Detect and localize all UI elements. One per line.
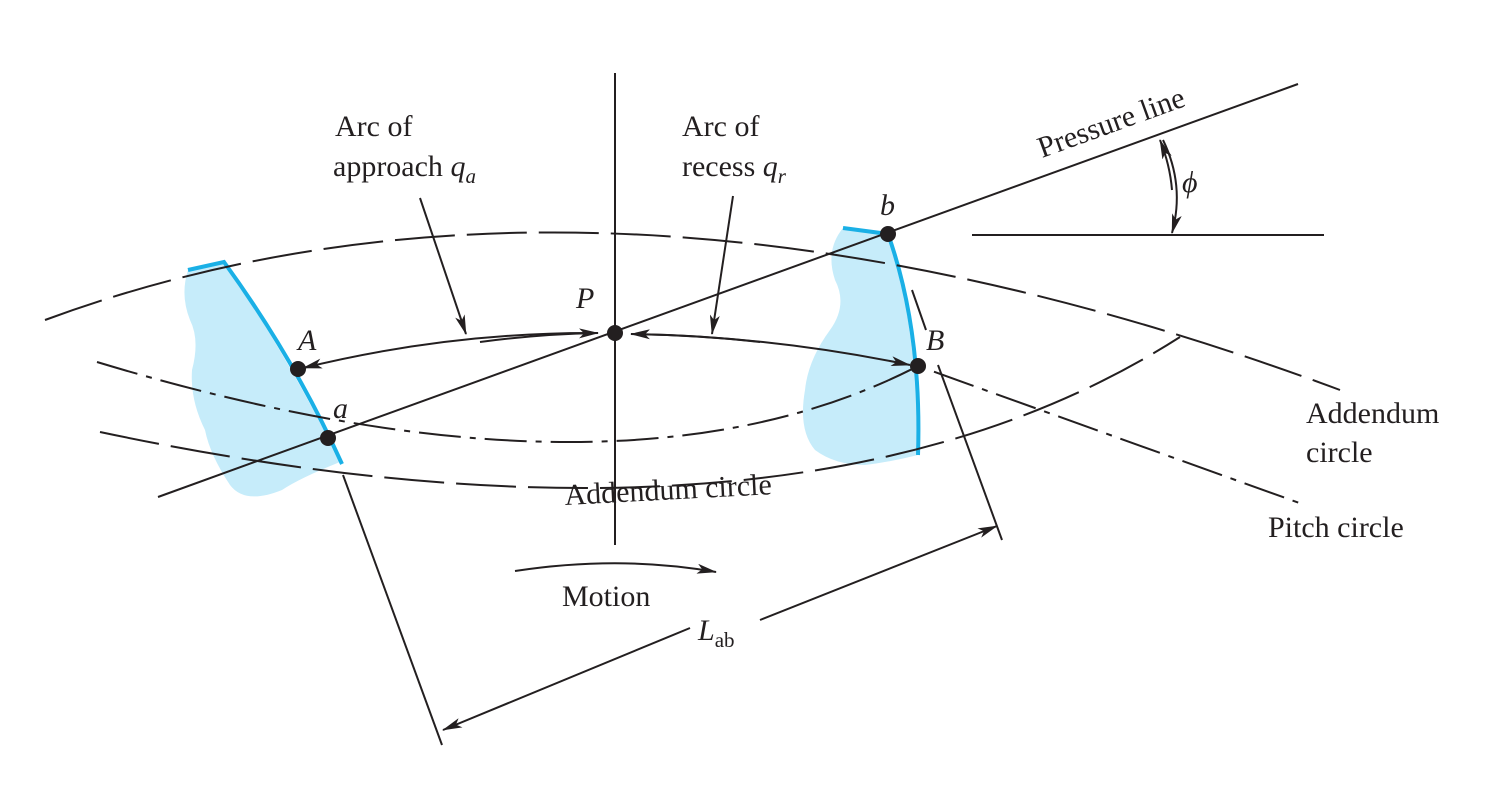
point-a-label: a (333, 392, 348, 425)
point-P-label: P (575, 282, 594, 315)
point-B-label: B (926, 324, 944, 357)
point-P-dot (607, 325, 623, 341)
pitch-circle (96, 361, 1306, 506)
pressure-line (157, 83, 1299, 498)
approach-leader (419, 197, 467, 335)
point-A-label: A (296, 324, 317, 357)
dimension-extension-left (342, 474, 443, 746)
addendum-circle-label-right-2: circle (1306, 436, 1373, 469)
point-a-dot (320, 430, 336, 446)
arc-recess-arrow-to-P (630, 329, 761, 343)
point-B-dot (910, 358, 926, 374)
dimension-extension-right (937, 364, 1003, 541)
point-A-dot (290, 361, 306, 377)
arc-approach-label-1: Arc of (335, 110, 412, 143)
dimension-arrow-right (759, 525, 998, 621)
dimension-arrow-left (442, 627, 691, 731)
arc-recess-label-1: Arc of (682, 110, 759, 143)
addendum-circle-label-bottom: Addendum circle (564, 468, 773, 512)
arc-approach-arrow-to-P (479, 328, 599, 343)
arc-approach-label-2: approach qa (333, 150, 476, 188)
arc-of-approach-arrow (302, 331, 599, 369)
tooth-left-shading (184, 262, 340, 497)
point-B-leader (911, 289, 927, 331)
addendum-circle-upper (44, 231, 1341, 391)
phi-label: ϕ (1182, 166, 1198, 199)
point-b-dot (880, 226, 896, 242)
motion-arrow (514, 562, 717, 574)
recess-leader (709, 195, 734, 335)
phi-angle-arc-top (1159, 139, 1173, 191)
length-ab-label: Lab (697, 614, 735, 652)
point-b-label: b (880, 189, 895, 222)
tooth-right-shading (802, 228, 918, 465)
pitch-circle-label: Pitch circle (1268, 511, 1404, 544)
addendum-circle-label-right-1: Addendum (1306, 397, 1439, 430)
tooth-right-flank (842, 226, 921, 456)
arc-recess-label-2: recess qr (682, 150, 787, 188)
motion-label: Motion (562, 580, 650, 613)
addendum-circle-lower (99, 336, 1181, 490)
